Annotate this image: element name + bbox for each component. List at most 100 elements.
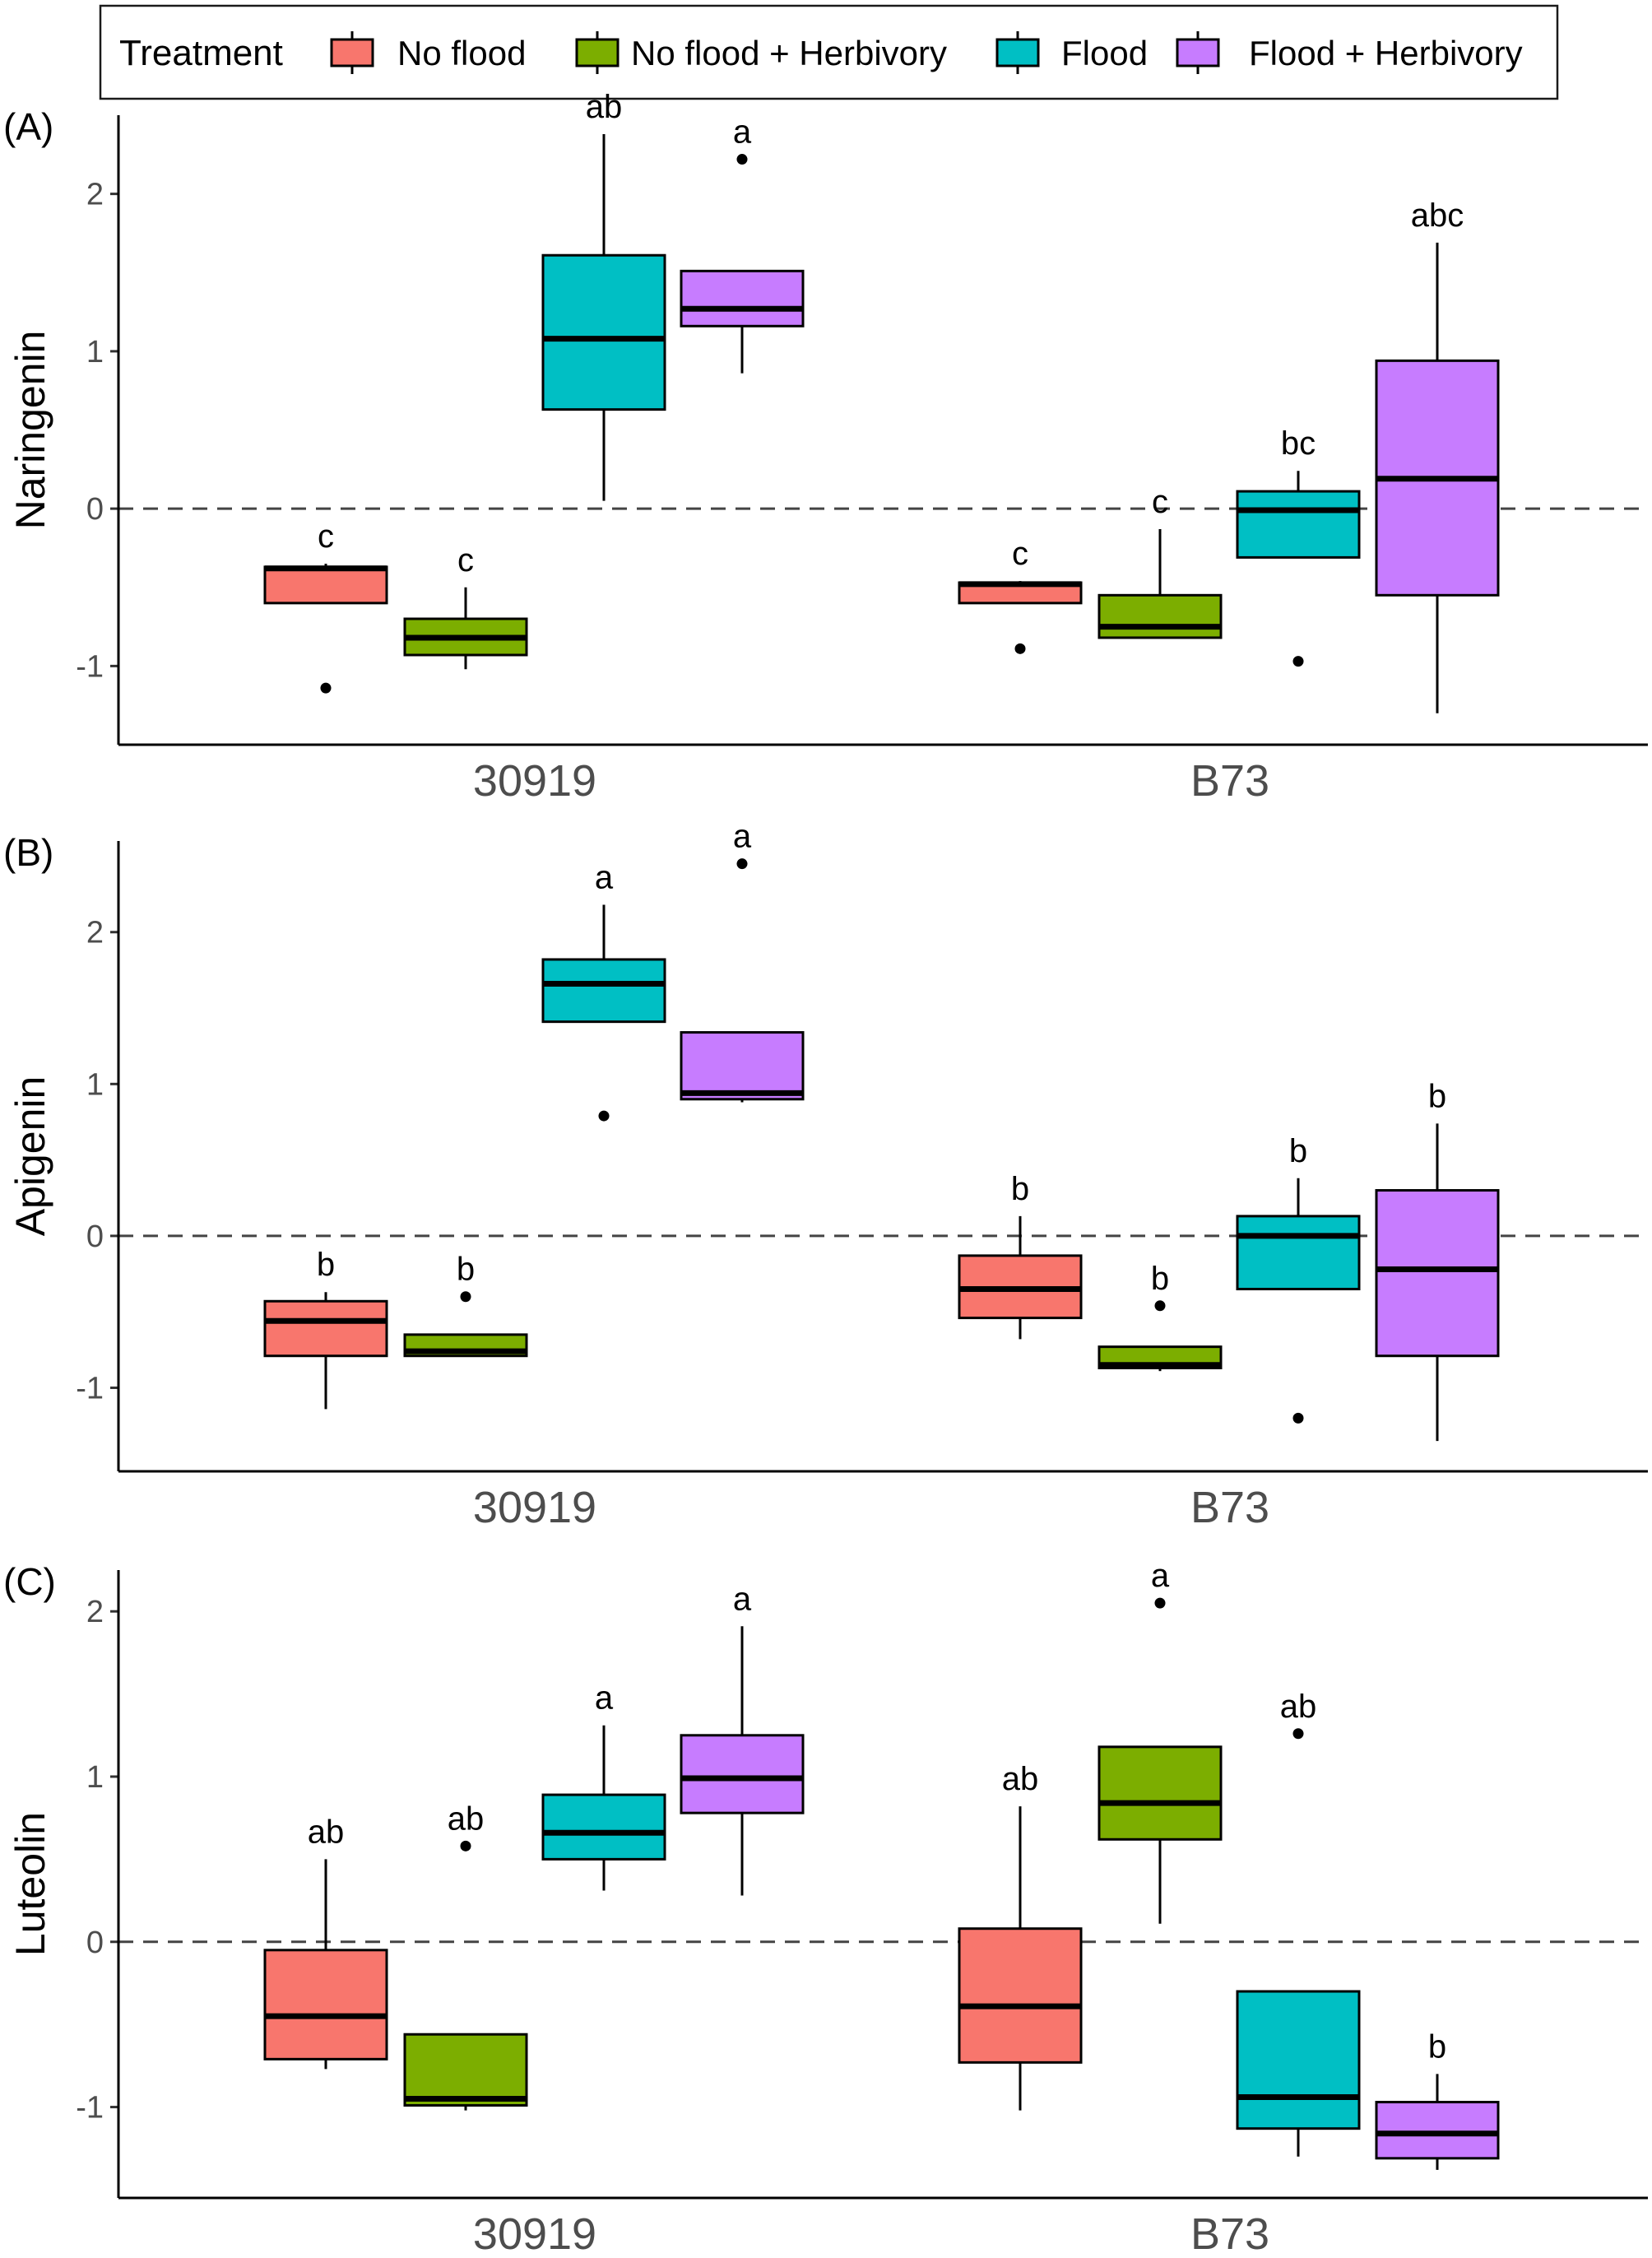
outlier-point — [1292, 1412, 1304, 1424]
box-no-flood-herbivory-30919: b — [403, 1252, 528, 1358]
box-no-flood-herbivory-b73: c — [1097, 484, 1223, 639]
legend-key-flood — [995, 38, 1040, 67]
x-tick-label-30919: 30919 — [473, 756, 596, 806]
significance-letter: ab — [586, 89, 623, 125]
y-tick-label: 1 — [86, 1760, 104, 1795]
y-tick-label: 0 — [86, 1220, 104, 1254]
outlier-point — [736, 858, 748, 870]
legend-title: Treatment — [119, 33, 283, 73]
box-no-flood-30919: ab — [263, 1814, 388, 2070]
significance-letter: a — [1151, 1558, 1170, 1594]
y-tick-label: 0 — [86, 1926, 104, 1960]
iqr-box — [1375, 1189, 1500, 1358]
significance-letter: a — [595, 860, 614, 896]
iqr-box — [541, 958, 666, 1024]
x-tick-label-30919: 30919 — [473, 1483, 596, 1532]
outlier-point — [1154, 1300, 1166, 1312]
significance-letter: abc — [1411, 197, 1464, 234]
outlier-point — [1292, 656, 1304, 667]
panel-naringenin: (A) Naringenin -1 0 1 2 c c c c ab bc a abc 30919 B73 — [3, 89, 1648, 806]
panel-label: (A) — [3, 105, 53, 148]
box-flood-30919: a — [541, 1680, 666, 1891]
iqr-box — [1097, 593, 1223, 639]
legend-label-no-flood: No flood — [397, 34, 526, 72]
significance-letter: ab — [448, 1800, 485, 1837]
box-flood-b73: bc — [1236, 425, 1361, 667]
iqr-box — [541, 253, 666, 411]
box-no-flood-30919: c — [263, 518, 388, 694]
outlier-point — [320, 682, 332, 694]
significance-letter: b — [1428, 1078, 1446, 1114]
significance-letter: ab — [308, 1814, 345, 1850]
outlier-point — [1292, 1728, 1304, 1740]
significance-letter: c — [1012, 536, 1028, 572]
significance-letter: b — [457, 1252, 475, 1288]
significance-letter: a — [733, 114, 752, 151]
iqr-box — [541, 1793, 666, 1861]
iqr-box — [680, 1031, 805, 1101]
iqr-box — [1236, 1215, 1361, 1291]
significance-letter: c — [318, 518, 334, 555]
iqr-box — [1236, 1990, 1361, 2130]
x-tick-label-b73: B73 — [1190, 1483, 1269, 1532]
significance-letter: b — [1011, 1171, 1029, 1207]
legend-item-no-flood: No flood — [330, 31, 526, 74]
legend-label-flood-herbivory: Flood + Herbivory — [1249, 34, 1523, 72]
box-flood-30919: ab — [541, 89, 666, 501]
box-flood-30919: a — [541, 860, 666, 1122]
outlier-point — [1014, 643, 1026, 654]
significance-letter: c — [457, 542, 474, 578]
box-no-flood-30919: b — [263, 1247, 388, 1410]
panel-label: (B) — [3, 831, 53, 874]
y-tick-label: -1 — [76, 2091, 104, 2126]
iqr-box — [403, 2033, 528, 2107]
significance-letter: c — [1152, 484, 1168, 520]
legend: Treatment No flood No flood + Herbivory … — [99, 4, 1559, 100]
outlier-point — [460, 1291, 471, 1303]
significance-letter: b — [1151, 1261, 1169, 1297]
iqr-box — [1375, 2101, 1500, 2160]
box-no-flood-herbivory-b73: b — [1097, 1261, 1223, 1372]
iqr-box — [958, 1927, 1083, 2064]
box-flood-herbivory-b73: b — [1375, 2028, 1500, 2170]
legend-key-no-flood-herbivory — [575, 38, 620, 67]
y-axis-title: Luteolin — [7, 1812, 53, 1956]
y-tick-label: -1 — [76, 1371, 104, 1405]
y-tick-label: 2 — [86, 916, 104, 950]
y-tick-label: 0 — [86, 492, 104, 527]
y-tick-label: 1 — [86, 1067, 104, 1102]
significance-letter: a — [595, 1680, 614, 1717]
outlier-point — [598, 1110, 610, 1122]
legend-key-flood-herbivory — [1176, 38, 1220, 67]
legend-item-flood: Flood — [995, 31, 1148, 74]
significance-letter: bc — [1281, 425, 1316, 462]
significance-letter: b — [1289, 1133, 1307, 1169]
significance-letter: b — [1428, 2028, 1446, 2065]
significance-letter: ab — [1280, 1689, 1317, 1725]
iqr-box — [263, 565, 388, 605]
panel-label: (C) — [3, 1560, 56, 1603]
legend-item-no-flood-herbivory: No flood + Herbivory — [575, 31, 947, 74]
box-flood-herbivory-30919: a — [680, 1581, 805, 1896]
y-tick-label: 2 — [86, 178, 104, 212]
iqr-box — [680, 1734, 805, 1814]
box-flood-herbivory-b73: abc — [1375, 197, 1500, 713]
x-tick-label-30919: 30919 — [473, 2209, 596, 2258]
legend-key-no-flood — [330, 38, 374, 67]
x-tick-label-b73: B73 — [1190, 756, 1269, 806]
y-tick-label: 1 — [86, 335, 104, 369]
legend-label-flood: Flood — [1061, 34, 1148, 72]
box-no-flood-b73: b — [958, 1171, 1083, 1340]
box-no-flood-herbivory-30919: c — [403, 542, 528, 670]
significance-letter: a — [733, 819, 752, 855]
outlier-point — [736, 154, 748, 165]
box-no-flood-b73: c — [958, 536, 1083, 654]
significance-letter: a — [733, 1581, 752, 1617]
y-axis-title: Apigenin — [7, 1076, 53, 1237]
legend-item-flood-herbivory: Flood + Herbivory — [1176, 31, 1523, 74]
legend-label-no-flood-herbivory: No flood + Herbivory — [631, 34, 947, 72]
box-flood-herbivory-30919: a — [680, 819, 805, 1103]
outlier-point — [460, 1840, 471, 1851]
x-tick-label-b73: B73 — [1190, 2209, 1269, 2258]
